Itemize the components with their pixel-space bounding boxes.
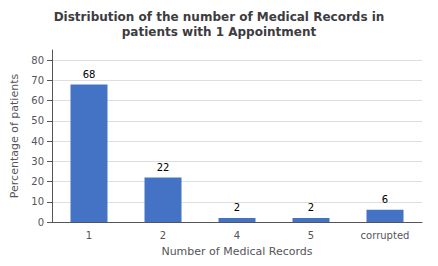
svg-text:50: 50 xyxy=(31,115,44,126)
svg-text:6: 6 xyxy=(382,194,388,205)
svg-text:0: 0 xyxy=(38,217,44,228)
svg-text:2: 2 xyxy=(308,202,314,213)
svg-text:40: 40 xyxy=(31,136,44,147)
svg-text:corrupted: corrupted xyxy=(361,230,410,241)
svg-text:70: 70 xyxy=(31,75,44,86)
svg-text:30: 30 xyxy=(31,156,44,167)
svg-text:80: 80 xyxy=(31,55,44,66)
svg-text:2: 2 xyxy=(234,202,240,213)
svg-text:2: 2 xyxy=(160,230,166,241)
svg-text:20: 20 xyxy=(31,176,44,187)
svg-text:5: 5 xyxy=(308,230,314,241)
svg-text:22: 22 xyxy=(157,162,170,173)
svg-text:Percentage of patients: Percentage of patients xyxy=(8,74,21,199)
svg-text:1: 1 xyxy=(86,230,92,241)
svg-text:68: 68 xyxy=(83,69,96,80)
svg-text:patients with 1 Appointment: patients with 1 Appointment xyxy=(122,25,317,39)
svg-text:10: 10 xyxy=(31,196,44,207)
svg-text:4: 4 xyxy=(234,230,240,241)
svg-text:Number of Medical Records: Number of Medical Records xyxy=(161,245,312,258)
svg-text:60: 60 xyxy=(31,95,44,106)
svg-text:Distribution of the number of: Distribution of the number of Medical Re… xyxy=(54,10,385,24)
